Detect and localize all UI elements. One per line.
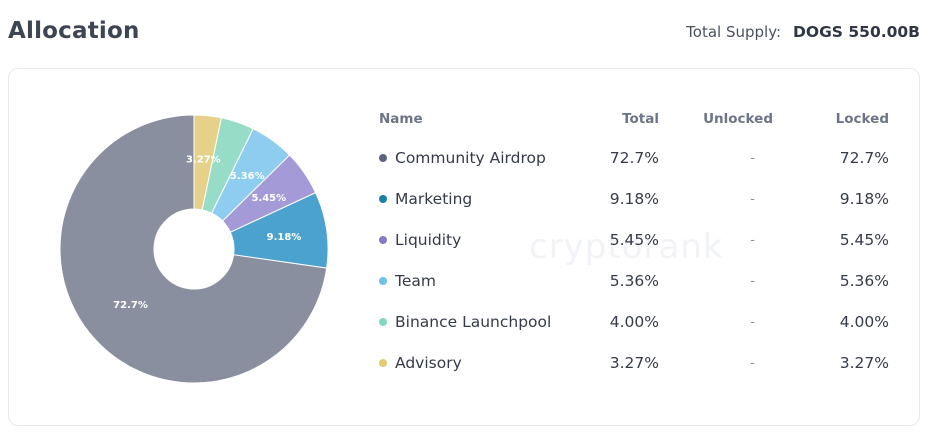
row-name: Advisory <box>395 354 462 372</box>
pie-slice-community-airdrop[interactable] <box>59 114 328 384</box>
pie-slice-label: 3.27% <box>186 154 221 165</box>
table-header: Name Total Unlocked Locked <box>379 109 889 139</box>
row-locked: 9.18% <box>839 190 889 208</box>
row-unlocked: - <box>750 315 755 330</box>
row-name: Binance Launchpool <box>395 313 552 331</box>
row-locked: 3.27% <box>839 354 889 372</box>
allocation-table: Name Total Unlocked Locked Community Air… <box>379 109 889 385</box>
pie-slice-label: 5.36% <box>230 171 265 182</box>
row-locked: 5.36% <box>839 272 889 290</box>
row-locked: 4.00% <box>839 313 889 331</box>
row-locked: 72.7% <box>839 149 889 167</box>
row-total: 3.27% <box>609 354 659 372</box>
row-total: 9.18% <box>609 190 659 208</box>
column-unlocked[interactable]: Unlocked <box>703 111 773 127</box>
row-total: 4.00% <box>609 313 659 331</box>
pie-slice-label: 9.18% <box>267 232 302 243</box>
row-unlocked: - <box>750 274 755 289</box>
row-unlocked: - <box>750 192 755 207</box>
row-unlocked: - <box>750 151 755 166</box>
row-name: Liquidity <box>395 231 462 249</box>
legend-dot-icon <box>379 195 387 203</box>
table-row[interactable]: Community Airdrop 72.7% - 72.7% <box>379 139 889 180</box>
row-total: 72.7% <box>609 149 659 167</box>
legend-dot-icon <box>379 236 387 244</box>
table-row[interactable]: Team 5.36% - 5.36% <box>379 262 889 303</box>
column-locked[interactable]: Locked <box>835 111 889 127</box>
page-title: Allocation <box>8 18 140 44</box>
row-unlocked: - <box>750 356 755 371</box>
legend-dot-icon <box>379 359 387 367</box>
legend-dot-icon <box>379 154 387 162</box>
table-row[interactable]: Advisory 3.27% - 3.27% <box>379 344 889 385</box>
column-name[interactable]: Name <box>379 111 423 127</box>
row-name: Team <box>395 272 436 290</box>
table-row[interactable]: Marketing 9.18% - 9.18% <box>379 180 889 221</box>
total-supply: Total Supply: DOGS 550.00B <box>686 23 920 41</box>
allocation-donut-chart: 72.7% 9.18% 5.45% 5.36% 3.27% <box>59 114 329 384</box>
column-total[interactable]: Total <box>622 111 659 127</box>
total-supply-label: Total Supply: <box>686 23 782 41</box>
row-unlocked: - <box>750 233 755 248</box>
row-name: Community Airdrop <box>395 149 546 167</box>
row-name: Marketing <box>395 190 473 208</box>
pie-slice-label: 72.7% <box>113 300 148 311</box>
table-row[interactable]: Binance Launchpool 4.00% - 4.00% <box>379 303 889 344</box>
legend-dot-icon <box>379 277 387 285</box>
pie-slice-label: 5.45% <box>251 193 286 204</box>
table-row[interactable]: Liquidity 5.45% - 5.45% <box>379 221 889 262</box>
allocation-card: 72.7% 9.18% 5.45% 5.36% 3.27% cryptorank Nam… <box>8 68 920 426</box>
watermark: cryptorank <box>529 227 724 267</box>
row-locked: 5.45% <box>839 231 889 249</box>
row-total: 5.36% <box>609 272 659 290</box>
total-supply-value: DOGS 550.00B <box>793 23 920 41</box>
pie-slice-advisory[interactable] <box>193 114 222 211</box>
row-total: 5.45% <box>609 231 659 249</box>
legend-dot-icon <box>379 318 387 326</box>
